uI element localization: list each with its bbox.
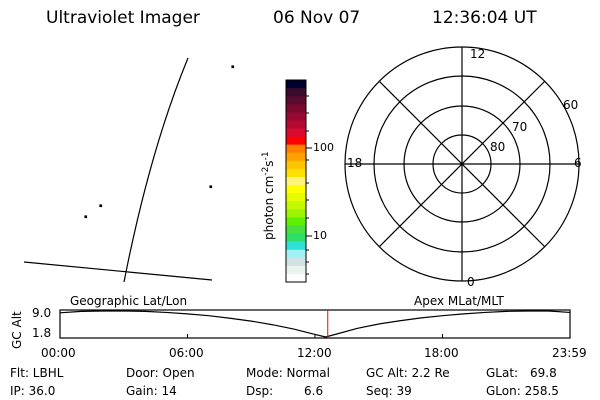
dsp-value: 6.6 <box>304 384 324 398</box>
filter-status: Flt: LBHL <box>10 366 64 380</box>
map-dot <box>231 65 235 69</box>
lat-label-60: 60 <box>563 98 579 112</box>
colorbar-swatch <box>286 209 306 218</box>
lat-label-80: 80 <box>490 140 506 154</box>
colorbar-swatch <box>286 88 306 97</box>
geographic-label: Geographic Lat/Lon <box>70 294 188 308</box>
colorbar-swatch <box>286 217 306 226</box>
colorbar-exp1: -2 <box>261 166 271 176</box>
xtick-6: 06:00 <box>169 346 204 360</box>
xtick-12: 12:00 <box>297 346 332 360</box>
colorbar-swatch <box>286 104 306 113</box>
colorbar-swatch <box>286 201 306 210</box>
lat-label-70: 70 <box>512 120 528 134</box>
map-meridian-line <box>123 57 189 283</box>
colorbar-swatch <box>286 273 306 283</box>
altitude-line <box>59 310 571 338</box>
colorbar-swatch <box>286 193 306 202</box>
gc-alt-status: GC Alt: 2.2 Re <box>366 366 450 380</box>
colorbar-swatch <box>286 233 306 243</box>
colorbar-unit-s: s <box>262 160 276 167</box>
ip-status: IP: 36.0 <box>10 384 56 398</box>
colorbar-label: photon cm-2s-1 <box>261 151 276 240</box>
date-label: 06 Nov 07 <box>273 8 361 28</box>
altitude-plot-frame <box>59 309 571 339</box>
altitude-ylabel: GC Alt <box>10 311 24 349</box>
apex-label: Apex MLat/MLT <box>414 294 504 308</box>
colorbar-swatch <box>286 249 306 259</box>
gain-status: Gain: 14 <box>126 384 177 398</box>
glat-value: 69.8 <box>530 366 557 380</box>
mlt-label-12: 12 <box>470 47 486 61</box>
colorbar-swatch <box>286 120 306 129</box>
colorbar-swatch <box>286 144 306 154</box>
colorbar-exp2: -1 <box>261 151 271 161</box>
colorbar-swatch <box>286 185 306 194</box>
xtick-24: 23:59 <box>552 346 587 360</box>
glon-status: GLon: 258.5 <box>486 384 559 398</box>
colorbar-unit: photon cm <box>262 175 276 240</box>
colorbar-swatch <box>286 128 306 138</box>
colorbar <box>285 79 312 283</box>
mlt-line <box>378 80 546 248</box>
ytick-9: 9.0 <box>32 306 52 320</box>
colorbar-tick-100: 100 <box>313 141 334 154</box>
ytick-1-8: 1.8 <box>32 326 52 340</box>
instrument-title: Ultraviolet Imager <box>46 8 200 28</box>
colorbar-swatch <box>286 241 306 251</box>
colorbar-swatch <box>286 160 306 170</box>
colorbar-frame <box>285 79 307 283</box>
colorbar-tick-10: 10 <box>313 229 327 242</box>
altitude-plot <box>59 309 571 339</box>
time-label: 12:36:04 UT <box>432 8 537 28</box>
colorbar-swatch <box>286 225 306 235</box>
xtick-0: 00:00 <box>41 346 76 360</box>
colorbar-swatch <box>286 176 306 186</box>
mlt-label-18: 18 <box>347 156 363 170</box>
colorbar-swatch <box>286 112 306 121</box>
colorbar-swatch <box>286 265 306 275</box>
colorbar-swatch <box>286 96 306 105</box>
glat-label: GLat: <box>486 366 519 380</box>
geographic-panel <box>23 57 235 283</box>
colorbar-swatch <box>286 257 306 267</box>
mlt-label-6: 6 <box>574 156 582 170</box>
door-status: Door: Open <box>126 366 195 380</box>
map-dot <box>209 185 213 189</box>
colorbar-swatch <box>286 152 306 162</box>
mode-status: Mode: Normal <box>246 366 330 380</box>
map-dot <box>84 215 88 219</box>
colorbar-swatch <box>286 136 306 146</box>
map-parallel-line <box>23 261 213 281</box>
polar-grid <box>344 46 580 282</box>
xtick-18: 18:00 <box>424 346 459 360</box>
seq-status: Seq: 39 <box>366 384 412 398</box>
map-dot <box>99 204 103 208</box>
colorbar-swatch <box>286 80 306 89</box>
colorbar-swatch <box>286 168 306 178</box>
dsp-label: Dsp: <box>246 384 274 398</box>
mlt-label-0: 0 <box>467 275 475 289</box>
